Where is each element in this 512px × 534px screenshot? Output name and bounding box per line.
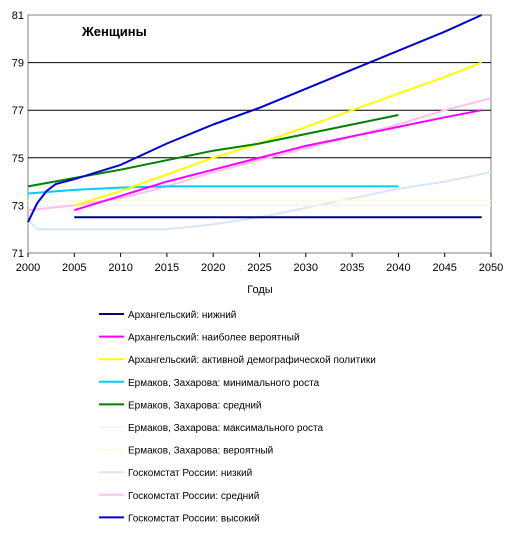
x-tick-label: 2005 bbox=[62, 262, 86, 274]
x-tick-label: 2010 bbox=[108, 262, 132, 274]
series-line-2 bbox=[74, 109, 482, 212]
x-tick-label: 2035 bbox=[340, 262, 364, 274]
legend-label-2: Архангельский: наиболее вероятный bbox=[128, 332, 300, 344]
legend-label-6: Ермаков, Захарова: максимального роста bbox=[128, 423, 324, 434]
x-tick-label: 2040 bbox=[386, 262, 410, 274]
series-line-3 bbox=[74, 61, 483, 207]
chart-title: Женщины bbox=[81, 24, 147, 39]
series-line-4 bbox=[27, 185, 399, 195]
y-tick-label: 73 bbox=[12, 200, 24, 212]
x-tick-label: 2000 bbox=[16, 262, 40, 274]
legend-label-1: Архангельский: нижний bbox=[128, 310, 236, 321]
y-tick-label: 77 bbox=[12, 105, 24, 117]
legend-label-3: Архангельский: активной демографической … bbox=[128, 354, 376, 366]
y-tick-label: 75 bbox=[12, 153, 24, 165]
series-line-8 bbox=[27, 171, 492, 231]
y-tick-label: 81 bbox=[12, 10, 24, 22]
legend-label-4: Ермаков, Захарова: минимального роста bbox=[128, 378, 320, 389]
legend-label-9: Госкомстат России: средний bbox=[128, 491, 259, 502]
legend-label-10: Госкомстат России: высокий bbox=[128, 513, 260, 524]
legend-label-7: Ермаков, Захарова: вероятный bbox=[128, 446, 273, 457]
x-tick-label: 2020 bbox=[201, 262, 225, 274]
plot-area bbox=[27, 14, 492, 254]
legend-label-8: Госкомстат России: низкий bbox=[128, 468, 252, 479]
y-tick-label: 79 bbox=[12, 58, 24, 70]
x-tick-label: 2030 bbox=[294, 262, 318, 274]
x-axis-label: Годы bbox=[247, 284, 273, 296]
y-tick-label: 71 bbox=[12, 248, 24, 260]
series-line-10 bbox=[27, 14, 483, 223]
x-tick-label: 2025 bbox=[247, 262, 271, 274]
x-tick-label: 2050 bbox=[479, 262, 503, 274]
legend-label-5: Ермаков, Захарова: средний bbox=[128, 400, 262, 411]
x-tick-label: 2045 bbox=[432, 262, 456, 274]
x-tick-label: 2015 bbox=[155, 262, 179, 274]
